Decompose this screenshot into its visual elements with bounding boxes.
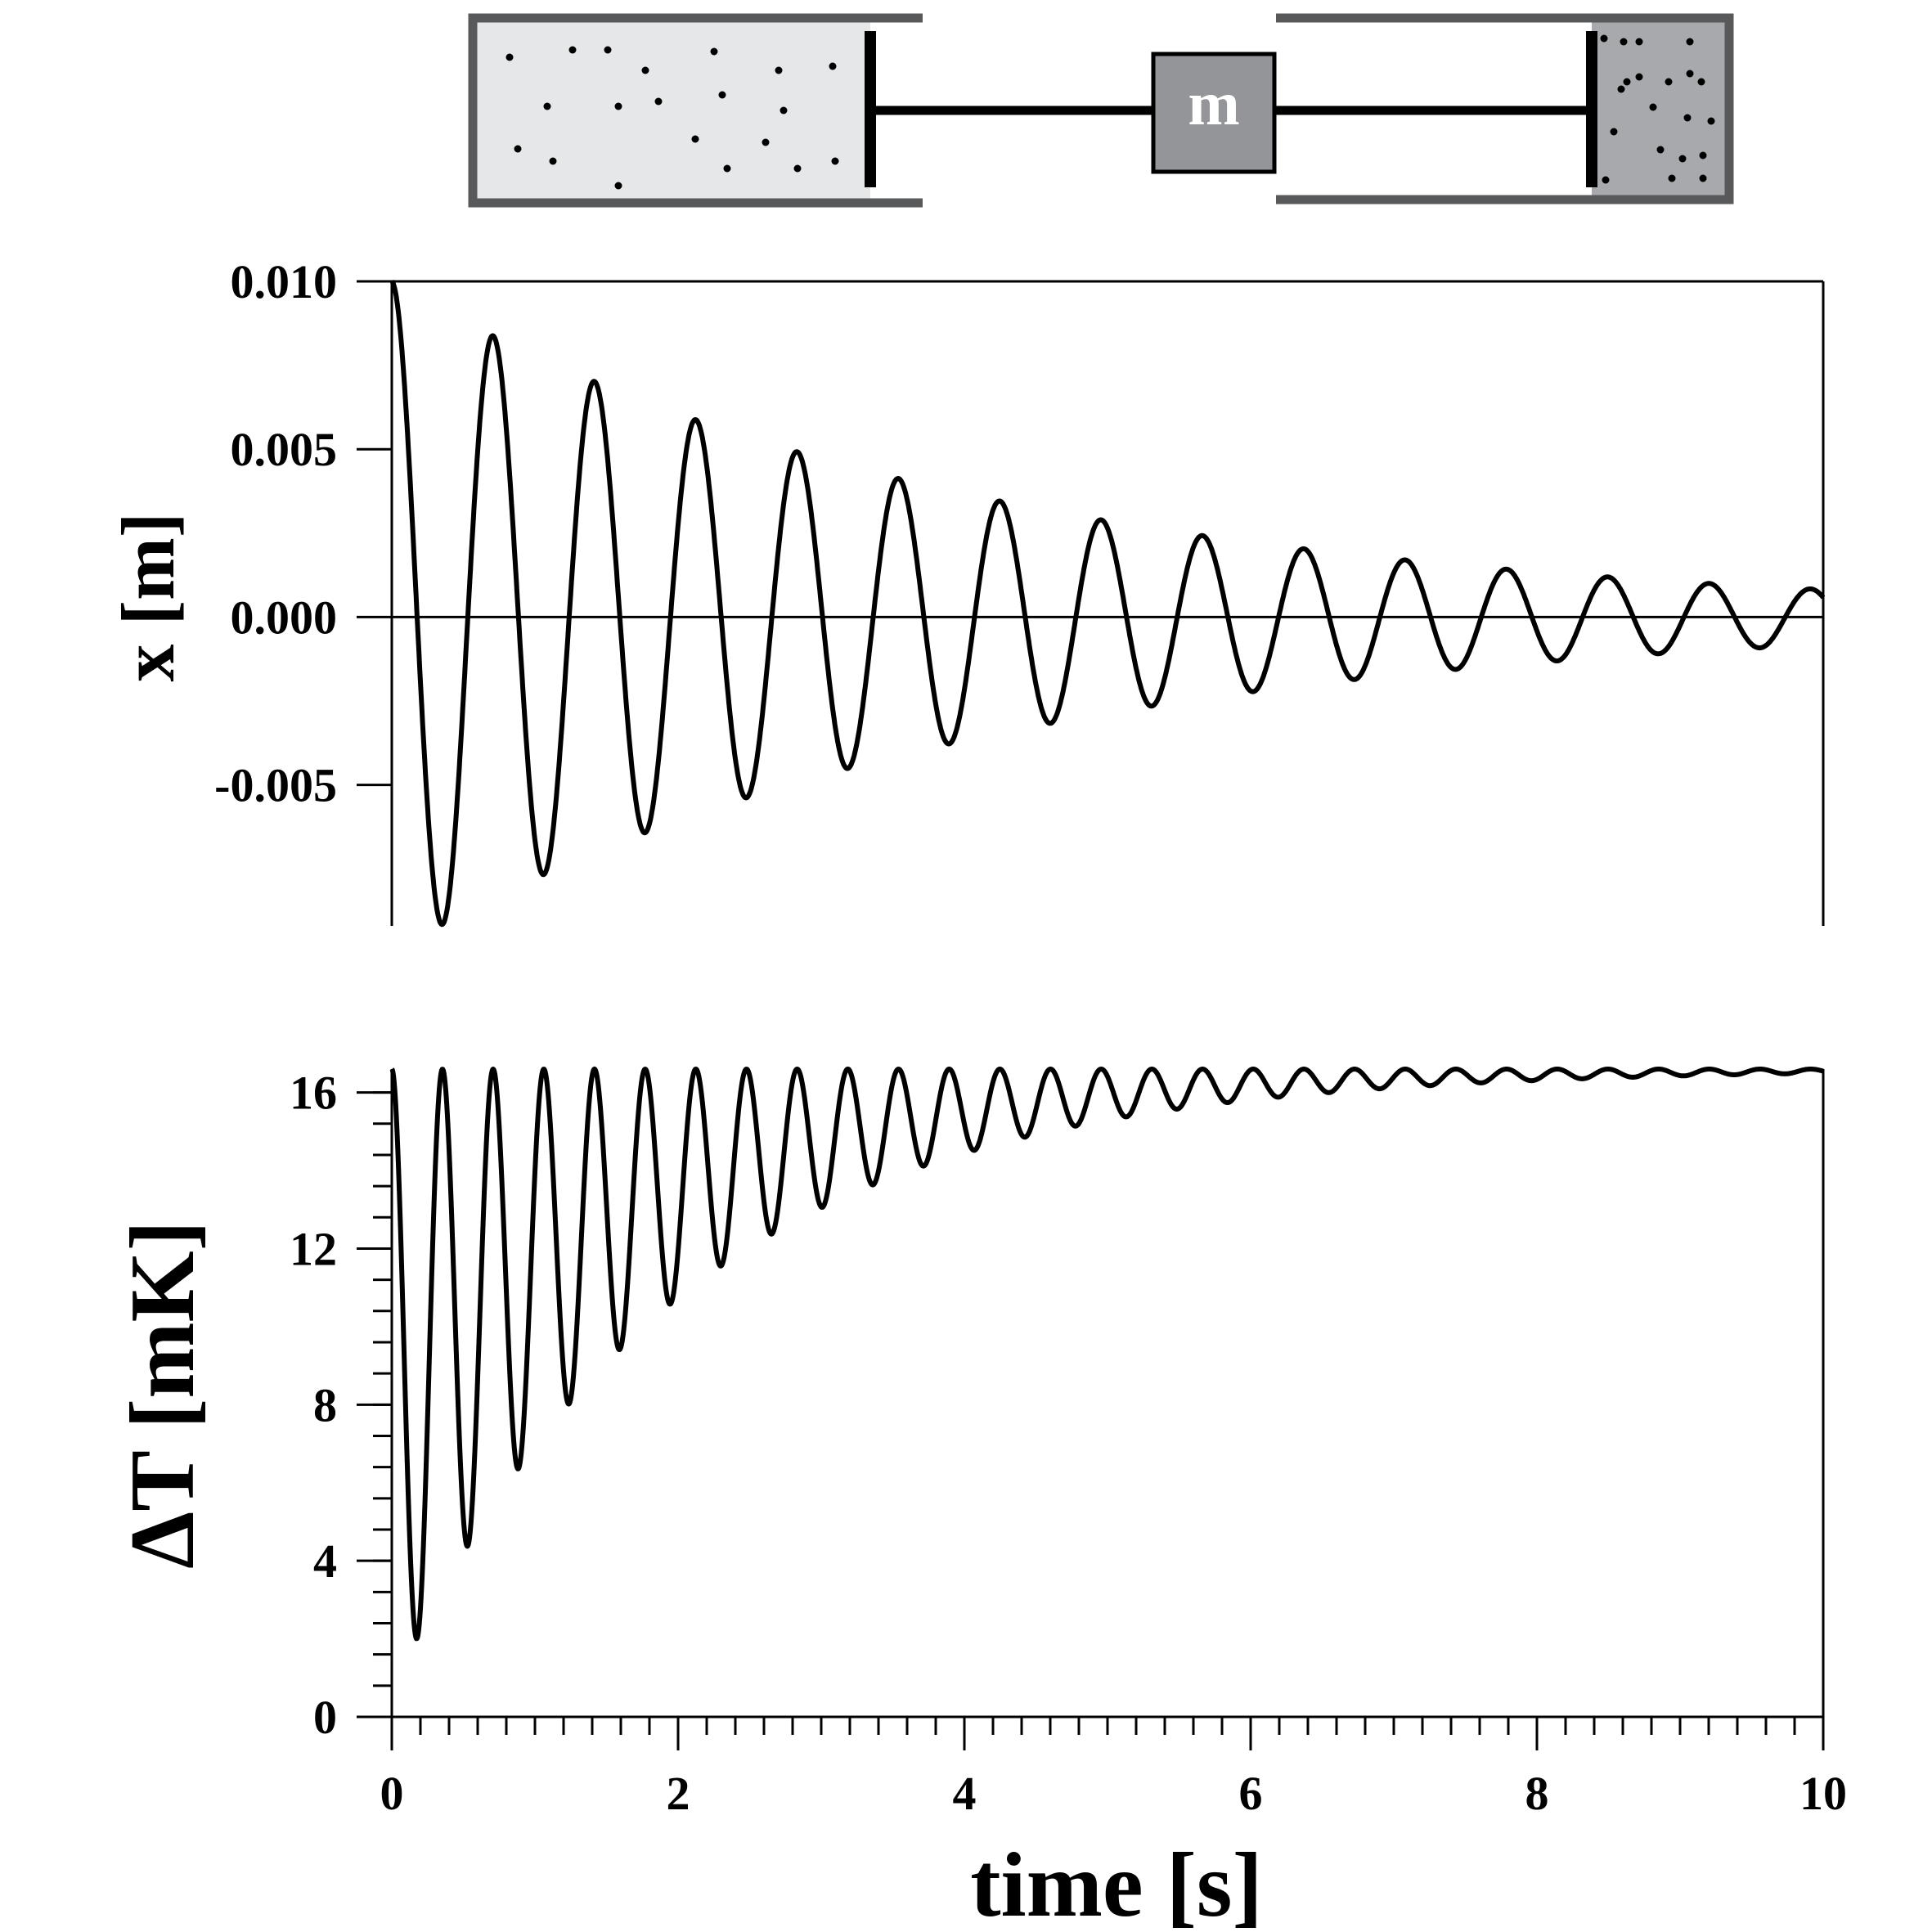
displacement-series-line <box>389 279 1826 928</box>
gas-particle-right-17 <box>1668 174 1676 182</box>
gas-particle-left-19 <box>831 157 839 165</box>
gas-particle-left-7 <box>543 102 551 110</box>
bottom-y-tick-label: 4 <box>313 1534 337 1588</box>
bottom-y-ticks: 0 4 8 12 16 <box>290 1067 392 1744</box>
gas-particle-right-10 <box>1649 103 1657 111</box>
right-gas-chamber <box>1592 18 1729 203</box>
bottom-y-tick-label: 12 <box>290 1222 337 1275</box>
bottom-x-ticks: 0 2 4 6 8 10 <box>380 1717 1847 1820</box>
x-axis-title: time [s] <box>970 1835 1263 1932</box>
gas-particle-left-4 <box>710 47 718 56</box>
x-tick-label: 0 <box>380 1767 404 1820</box>
temperature-series-line <box>389 1067 1826 1642</box>
gas-particle-left-3 <box>641 66 649 74</box>
gas-particle-left-16 <box>614 182 622 190</box>
left-gas-particles <box>505 46 839 190</box>
x-tick-label: 10 <box>1799 1767 1847 1820</box>
right-cylinder-wall <box>1276 13 1734 204</box>
x-tick-label: 6 <box>1239 1767 1263 1820</box>
gas-particle-right-12 <box>1707 117 1715 125</box>
gas-particle-right-5 <box>1635 73 1643 81</box>
piston-mass-diagram: m <box>468 13 1734 208</box>
gas-particle-left-11 <box>780 106 788 115</box>
gas-particle-right-18 <box>1699 174 1707 182</box>
gas-particle-left-2 <box>604 46 612 54</box>
mass-label: m <box>1188 70 1239 138</box>
gas-particle-left-18 <box>793 164 802 173</box>
gas-particle-right-14 <box>1656 146 1665 154</box>
top-y-tick-label: 0.010 <box>231 255 338 308</box>
gas-particle-left-10 <box>718 91 726 99</box>
gas-particle-left-15 <box>549 157 557 165</box>
x-tick-label: 8 <box>1525 1767 1549 1820</box>
gas-particle-right-4 <box>1623 78 1631 86</box>
gas-particle-left-5 <box>775 66 783 74</box>
gas-particle-left-1 <box>568 46 577 54</box>
displacement-chart: 0.010 0.005 0.000 -0.005 x [m] <box>106 255 1826 928</box>
gas-particle-right-13 <box>1610 128 1618 136</box>
gas-particle-left-12 <box>691 135 699 143</box>
mass-block <box>1151 52 1277 174</box>
gas-particle-right-8 <box>1697 78 1705 86</box>
gas-particle-left-8 <box>614 102 622 110</box>
bottom-y-tick-label: 8 <box>313 1378 337 1431</box>
right-gas-particles <box>1600 34 1715 184</box>
gas-particle-right-15 <box>1678 155 1687 163</box>
top-y-tick-label: 0.005 <box>231 423 338 476</box>
gas-particle-right-6 <box>1665 78 1673 86</box>
x-tick-label: 4 <box>953 1767 977 1820</box>
gas-particle-right-16 <box>1699 151 1707 160</box>
gas-particle-left-9 <box>654 97 663 106</box>
gas-particle-right-3 <box>1686 38 1694 46</box>
top-y-ticks: 0.010 0.005 0.000 -0.005 <box>214 255 392 812</box>
top-y-tick-label: -0.005 <box>214 759 337 812</box>
gas-particle-right-1 <box>1620 38 1628 46</box>
gas-particle-right-7 <box>1686 70 1694 78</box>
top-y-axis-title: x [m] <box>106 513 190 682</box>
gas-particle-left-17 <box>723 164 731 173</box>
gas-particle-right-0 <box>1600 34 1608 43</box>
bottom-y-tick-label: 16 <box>290 1067 337 1120</box>
gas-particle-left-0 <box>505 53 514 61</box>
gas-particle-left-14 <box>514 145 522 153</box>
gas-particle-left-6 <box>829 62 837 70</box>
gas-particle-left-13 <box>762 138 770 146</box>
temperature-chart: 0 4 8 12 16 0 2 4 6 8 10 ΔT [mK] time [s] <box>112 1067 1847 1932</box>
left-gas-chamber <box>473 18 870 203</box>
left-cylinder-wall <box>468 13 923 208</box>
top-y-tick-label: 0.000 <box>231 591 338 644</box>
gas-particle-right-11 <box>1683 114 1692 122</box>
x-tick-label: 2 <box>667 1767 690 1820</box>
gas-particle-right-9 <box>1617 85 1625 93</box>
bottom-y-axis-title: ΔT [mK] <box>112 1220 213 1569</box>
gas-particle-right-19 <box>1602 176 1610 184</box>
bottom-y-tick-label: 0 <box>313 1691 337 1744</box>
gas-particle-right-2 <box>1635 38 1643 46</box>
